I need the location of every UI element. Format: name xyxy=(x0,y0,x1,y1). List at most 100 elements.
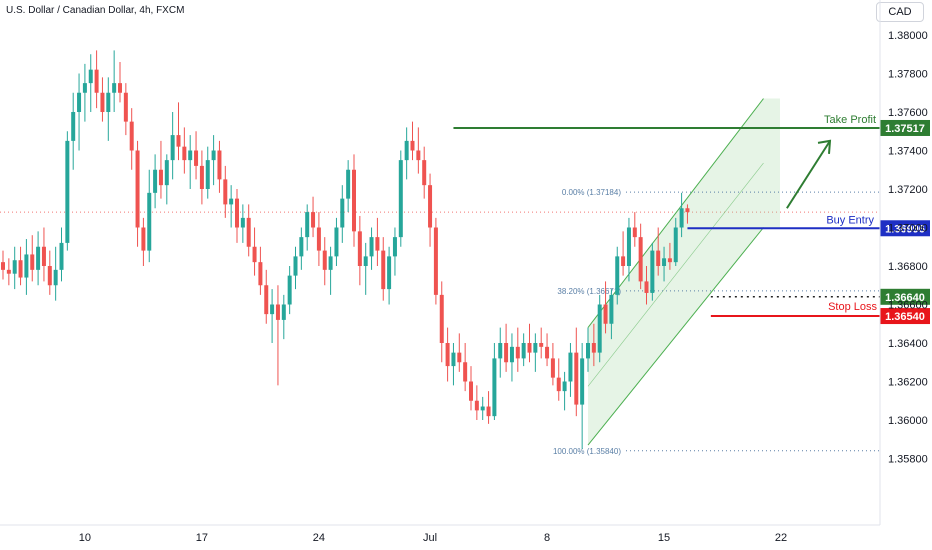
y-tick-label: 1.37200 xyxy=(888,184,928,196)
candle-body xyxy=(41,246,46,266)
candle-body xyxy=(626,227,631,266)
candle-body xyxy=(211,150,216,161)
fib-level-label: 38.20% (1.36671) xyxy=(557,287,621,296)
candle-body xyxy=(662,258,667,266)
x-tick-label: 17 xyxy=(196,532,208,544)
buy-entry-price-label: 1.36996 xyxy=(885,223,925,235)
candle-body xyxy=(562,381,567,392)
candle-body xyxy=(656,250,661,266)
x-tick-label: 10 xyxy=(79,532,91,544)
candle-body xyxy=(240,217,245,228)
candle-body xyxy=(223,179,228,205)
take-profit-label: Take Profit xyxy=(824,114,876,126)
projection-arrow-head xyxy=(817,139,832,154)
candle-body xyxy=(153,169,158,193)
candle-body xyxy=(36,246,41,270)
candle-body xyxy=(147,192,152,251)
buy-entry-price-tag xyxy=(880,220,930,237)
candle-body xyxy=(235,198,239,228)
candle-body xyxy=(322,250,327,270)
candle-body xyxy=(188,150,193,161)
candle-body xyxy=(334,227,339,257)
candle-body xyxy=(129,121,134,151)
y-tick-label: 1.36600 xyxy=(888,300,928,312)
x-tick-label: 15 xyxy=(658,532,670,544)
candle-body xyxy=(521,343,526,359)
candle-body xyxy=(264,285,269,315)
candle-body xyxy=(77,92,82,112)
candle-body xyxy=(305,212,310,238)
support-level-price-label: 1.36640 xyxy=(885,292,925,304)
y-tick-label: 1.37800 xyxy=(888,69,928,81)
y-tick-label: 1.35800 xyxy=(888,454,928,466)
x-tick-label: 24 xyxy=(313,532,325,544)
candle-body xyxy=(170,135,175,161)
candle-body xyxy=(118,83,122,93)
candle-body xyxy=(679,208,684,228)
candle-body xyxy=(398,160,403,238)
candle-body xyxy=(509,346,514,363)
candle-body xyxy=(539,343,544,347)
candle-body xyxy=(445,343,450,367)
candle-body xyxy=(632,227,637,238)
candle-body xyxy=(194,150,199,166)
candle-body xyxy=(182,146,187,161)
currency-button[interactable]: CAD xyxy=(876,2,924,22)
candle-body xyxy=(591,343,596,353)
fib-level-label: 0.00% (1.37184) xyxy=(562,188,621,197)
candle-body xyxy=(621,256,626,266)
candle-body xyxy=(229,198,234,205)
candle-body xyxy=(176,135,181,147)
candle-body xyxy=(299,237,304,257)
candle-body xyxy=(392,237,397,257)
candle-body xyxy=(463,362,468,382)
candle-body xyxy=(433,227,438,295)
y-tick-label: 1.36200 xyxy=(888,377,928,389)
candle-body xyxy=(545,346,550,359)
candle-body xyxy=(158,169,163,186)
projection-arrow-shaft xyxy=(786,140,831,209)
candle-body xyxy=(667,258,672,263)
candle-body xyxy=(586,343,590,359)
candle-body xyxy=(568,352,573,382)
candle-body xyxy=(258,262,263,286)
fib-level-label: 100.00% (1.35840) xyxy=(553,447,621,456)
candle-body xyxy=(504,343,509,363)
candle-body xyxy=(369,237,374,257)
candle-body xyxy=(492,358,497,417)
y-tick-label: 1.37400 xyxy=(888,146,928,158)
candle-body xyxy=(609,294,614,324)
channel-lower-line xyxy=(587,227,764,446)
candle-body xyxy=(498,343,503,359)
candle-body xyxy=(556,377,561,392)
candle-body xyxy=(638,237,643,282)
candle-body xyxy=(287,275,292,305)
candle-body xyxy=(12,260,17,274)
buy-entry-label: Buy Entry xyxy=(826,214,874,226)
candle-body xyxy=(112,83,117,93)
candle-body xyxy=(205,160,210,189)
candle-body xyxy=(106,92,111,112)
candle-body xyxy=(246,217,251,247)
candle-body xyxy=(615,256,620,295)
stop-loss-price-tag xyxy=(880,308,930,325)
candle-body xyxy=(574,352,579,405)
take-profit-price-tag xyxy=(880,119,930,136)
candle-body xyxy=(6,269,11,274)
candle-body xyxy=(469,381,473,401)
candle-body xyxy=(422,160,427,186)
candle-body xyxy=(603,304,608,324)
candle-body xyxy=(352,169,356,232)
candle-body xyxy=(474,400,479,411)
candle-body xyxy=(346,169,351,199)
y-tick-label: 1.38000 xyxy=(888,30,928,42)
x-tick-label: 8 xyxy=(544,532,550,544)
candle-body xyxy=(316,227,321,251)
candle-body xyxy=(451,352,456,367)
candle-body xyxy=(387,256,392,290)
stop-loss-price-label: 1.36540 xyxy=(885,311,925,323)
candle-body xyxy=(363,256,368,266)
y-tick-label: 1.36800 xyxy=(888,261,928,273)
candle-body xyxy=(135,150,140,228)
